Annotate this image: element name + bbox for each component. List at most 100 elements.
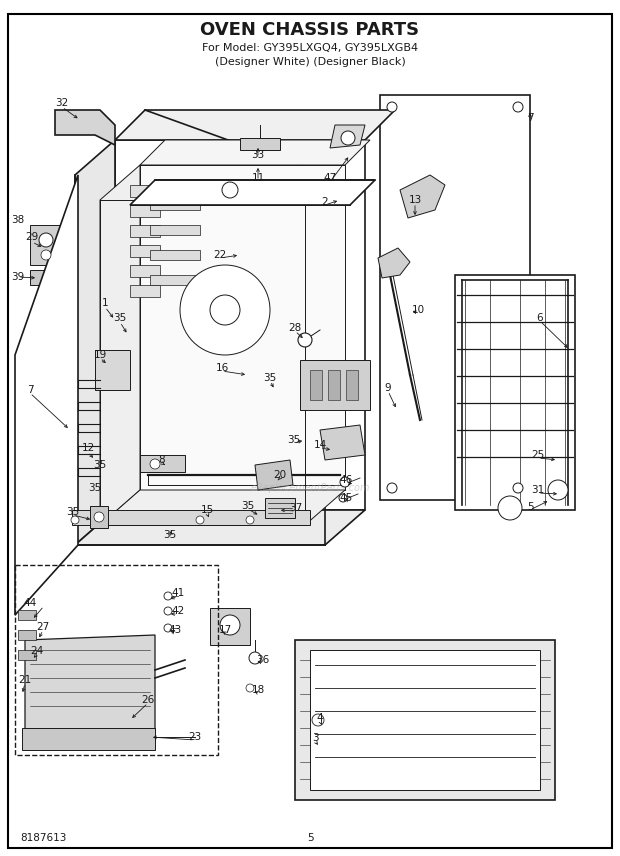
Polygon shape	[22, 728, 155, 750]
Circle shape	[222, 182, 238, 198]
Text: 43: 43	[169, 625, 182, 635]
Bar	[130, 265, 160, 277]
Text: 39: 39	[11, 272, 25, 282]
Text: 46: 46	[339, 475, 353, 485]
Circle shape	[141, 736, 149, 744]
Circle shape	[312, 714, 324, 726]
Circle shape	[111, 736, 119, 744]
Polygon shape	[265, 498, 295, 518]
Bar	[310, 370, 322, 400]
Text: 33: 33	[251, 150, 265, 160]
Circle shape	[513, 483, 523, 493]
Bar	[18, 630, 36, 640]
Polygon shape	[115, 110, 395, 140]
Circle shape	[246, 516, 254, 524]
Text: 35: 35	[288, 435, 301, 445]
Polygon shape	[378, 248, 410, 278]
Polygon shape	[240, 138, 280, 150]
Polygon shape	[330, 125, 365, 148]
Bar	[150, 250, 200, 260]
Bar	[130, 285, 160, 297]
Bar	[18, 650, 36, 660]
Polygon shape	[300, 360, 370, 410]
Text: 7: 7	[526, 113, 533, 123]
Circle shape	[548, 480, 568, 500]
Text: 35: 35	[241, 501, 255, 511]
Text: eReplacementParts.com: eReplacementParts.com	[250, 483, 370, 493]
Polygon shape	[100, 165, 140, 525]
Text: 12: 12	[81, 443, 95, 453]
Circle shape	[150, 459, 160, 469]
Text: (Designer White) (Designer Black): (Designer White) (Designer Black)	[215, 57, 405, 67]
Text: 35: 35	[113, 313, 126, 323]
Circle shape	[498, 496, 522, 520]
Text: 44: 44	[24, 598, 37, 608]
Polygon shape	[55, 110, 115, 145]
Text: 35: 35	[94, 460, 107, 470]
Bar	[150, 200, 200, 210]
Circle shape	[41, 250, 51, 260]
Circle shape	[39, 233, 53, 247]
Circle shape	[298, 333, 312, 347]
Text: 16: 16	[215, 363, 229, 373]
Circle shape	[164, 607, 172, 615]
Circle shape	[71, 736, 79, 744]
Bar	[130, 205, 160, 217]
Circle shape	[387, 483, 397, 493]
Polygon shape	[295, 640, 555, 800]
Text: 35: 35	[164, 530, 177, 540]
Text: 17: 17	[218, 625, 232, 635]
Text: 37: 37	[290, 503, 303, 513]
Polygon shape	[30, 270, 55, 285]
Polygon shape	[255, 460, 293, 490]
Text: For Model: GY395LXGQ4, GY395LXGB4: For Model: GY395LXGQ4, GY395LXGB4	[202, 43, 418, 53]
Circle shape	[220, 615, 240, 635]
Text: 28: 28	[288, 323, 301, 333]
Text: 31: 31	[531, 485, 544, 495]
Polygon shape	[115, 140, 365, 510]
Polygon shape	[30, 225, 62, 265]
Text: 3: 3	[312, 733, 318, 743]
Text: 36: 36	[257, 655, 270, 665]
Polygon shape	[310, 650, 540, 790]
Text: 1: 1	[102, 298, 108, 308]
Text: 29: 29	[25, 232, 38, 242]
Circle shape	[339, 494, 347, 502]
Text: 27: 27	[37, 622, 50, 632]
Text: 23: 23	[188, 732, 202, 742]
Bar	[150, 275, 200, 285]
Text: 7: 7	[27, 385, 33, 395]
Bar	[150, 225, 200, 235]
Text: 35: 35	[66, 507, 79, 517]
Polygon shape	[72, 510, 310, 525]
Text: 38: 38	[11, 215, 25, 225]
Polygon shape	[140, 455, 185, 472]
Circle shape	[340, 477, 350, 487]
Circle shape	[180, 265, 270, 355]
Circle shape	[36, 736, 44, 744]
Polygon shape	[400, 175, 445, 218]
Text: 45: 45	[339, 493, 353, 503]
Bar	[130, 225, 160, 237]
Text: 2: 2	[322, 197, 329, 207]
Circle shape	[94, 512, 104, 522]
Text: 35: 35	[264, 373, 277, 383]
Text: 35: 35	[89, 483, 102, 493]
Polygon shape	[75, 140, 115, 545]
Text: 10: 10	[412, 305, 425, 315]
Text: 26: 26	[141, 695, 154, 705]
Text: 5: 5	[307, 833, 313, 843]
Bar	[346, 370, 358, 400]
Text: 18: 18	[251, 685, 265, 695]
Polygon shape	[15, 175, 78, 615]
Text: 47: 47	[324, 173, 337, 183]
Text: 9: 9	[384, 383, 391, 393]
Text: 5: 5	[526, 502, 533, 512]
Text: 42: 42	[171, 606, 185, 616]
Circle shape	[164, 624, 172, 632]
Bar	[130, 245, 160, 257]
Text: 14: 14	[313, 440, 327, 450]
Circle shape	[387, 102, 397, 112]
Polygon shape	[380, 95, 530, 500]
Polygon shape	[140, 165, 345, 490]
